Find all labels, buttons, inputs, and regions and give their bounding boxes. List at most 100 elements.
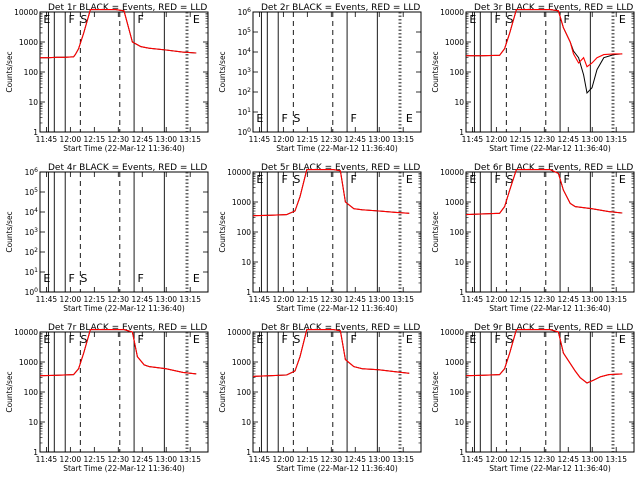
y-tick-label: 1 [459, 288, 464, 297]
chart-title: Det 3r BLACK = Events, RED = LLD [474, 3, 633, 13]
x-tick-label: 12:00 [486, 455, 508, 464]
x-tick-label: 13:15 [392, 295, 414, 304]
event-marker-e: E [193, 333, 200, 346]
series-line-events [466, 9, 623, 95]
event-marker-s: S [293, 173, 300, 186]
x-tick-label: 11:45 [249, 135, 271, 144]
y-tick-label: 10 [28, 418, 38, 427]
y-tick-label: 1 [33, 448, 38, 457]
x-tick-label: 13:15 [605, 455, 627, 464]
event-marker-f: F [137, 333, 143, 346]
chart-title: Det 6r BLACK = Events, RED = LLD [474, 163, 633, 173]
y-tick-label: 1000 [445, 38, 464, 47]
y-tick-label: 100 [450, 68, 465, 77]
y-tick-label: 1000 [445, 198, 464, 207]
y-tick-label: 100 [237, 228, 252, 237]
x-tick-label: 13:15 [179, 295, 201, 304]
event-marker-f: F [350, 112, 356, 125]
event-marker-f: F [563, 13, 569, 26]
x-tick-label: 12:00 [486, 295, 508, 304]
event-marker-e: E [43, 272, 50, 285]
x-tick-label: 11:45 [462, 135, 484, 144]
y-tick-label: 1000 [19, 358, 38, 367]
chart-title: Det 8r BLACK = Events, RED = LLD [261, 323, 420, 333]
x-tick-label: 12:45 [131, 135, 153, 144]
y-axis-label: Counts/sec [431, 211, 440, 252]
event-marker-e: E [619, 333, 626, 346]
event-marker-f: F [495, 333, 501, 346]
event-marker-f: F [495, 13, 501, 26]
y-axis-label: Counts/sec [218, 211, 227, 252]
y-tick-label: 104 [238, 47, 252, 57]
x-tick-label: 12:00 [60, 455, 82, 464]
x-tick-label: 13:00 [368, 295, 390, 304]
y-axis-label: Counts/sec [5, 371, 14, 412]
series-line-lld [465, 169, 623, 216]
y-tick-label: 100 [238, 127, 252, 137]
x-tick-label: 13:15 [605, 135, 627, 144]
x-axis-label: Start Time (22-Mar-12 11:36:40) [489, 304, 611, 313]
x-tick-label: 12:30 [320, 135, 342, 144]
event-marker-e: E [256, 112, 263, 125]
x-tick-label: 12:45 [557, 295, 579, 304]
event-marker-f: F [350, 173, 356, 186]
y-tick-label: 100 [237, 388, 252, 397]
x-axis-label: Start Time (22-Mar-12 11:36:40) [489, 464, 611, 473]
event-marker-f: F [563, 333, 569, 346]
x-tick-label: 11:45 [249, 455, 271, 464]
x-tick-label: 12:15 [297, 135, 319, 144]
x-tick-label: 12:00 [60, 295, 82, 304]
y-tick-label: 10000 [440, 168, 464, 177]
x-tick-label: 12:15 [510, 455, 532, 464]
y-tick-label: 10000 [227, 328, 251, 337]
x-tick-label: 12:30 [320, 295, 342, 304]
y-tick-label: 102 [25, 247, 39, 257]
x-tick-label: 12:15 [84, 135, 106, 144]
x-tick-label: 12:00 [60, 135, 82, 144]
x-tick-label: 12:30 [107, 135, 129, 144]
x-axis-label: Start Time (22-Mar-12 11:36:40) [63, 144, 185, 153]
y-tick-label: 10000 [440, 8, 464, 17]
x-tick-label: 11:45 [36, 295, 58, 304]
x-tick-label: 12:45 [344, 295, 366, 304]
y-axis-label: Counts/sec [431, 371, 440, 412]
x-tick-label: 12:15 [510, 135, 532, 144]
event-marker-s: S [293, 112, 300, 125]
x-tick-label: 12:00 [273, 455, 295, 464]
x-tick-label: 12:15 [297, 295, 319, 304]
event-marker-e: E [406, 173, 413, 186]
event-marker-f: F [282, 112, 288, 125]
event-marker-f: F [137, 272, 143, 285]
x-tick-label: 13:15 [179, 455, 201, 464]
x-tick-label: 12:45 [557, 135, 579, 144]
chart-title: Det 7r BLACK = Events, RED = LLD [48, 323, 207, 333]
x-tick-label: 13:15 [392, 135, 414, 144]
chart-title: Det 2r BLACK = Events, RED = LLD [261, 3, 420, 13]
event-marker-e: E [619, 173, 626, 186]
x-tick-label: 12:00 [486, 135, 508, 144]
event-marker-s: S [80, 333, 87, 346]
x-axis-label: Start Time (22-Mar-12 11:36:40) [63, 304, 185, 313]
y-tick-label: 1000 [445, 358, 464, 367]
event-marker-e: E [406, 333, 413, 346]
event-marker-e: E [43, 13, 50, 26]
event-marker-e: E [469, 333, 476, 346]
y-tick-label: 1 [33, 128, 38, 137]
series-line-lld [465, 329, 623, 384]
x-tick-label: 12:30 [533, 295, 555, 304]
x-tick-label: 11:45 [462, 295, 484, 304]
x-tick-label: 13:15 [392, 455, 414, 464]
x-tick-label: 13:15 [179, 135, 201, 144]
event-marker-s: S [506, 173, 513, 186]
chart-title: Det 4r BLACK = Events, RED = LLD [48, 163, 207, 173]
y-tick-label: 103 [25, 227, 39, 237]
event-marker-s: S [506, 333, 513, 346]
event-marker-f: F [69, 272, 75, 285]
event-marker-f: F [563, 173, 569, 186]
series-line-lld [40, 9, 197, 59]
x-tick-label: 12:45 [344, 135, 366, 144]
event-marker-e: E [619, 13, 626, 26]
event-marker-f: F [282, 333, 288, 346]
event-marker-s: S [506, 13, 513, 26]
